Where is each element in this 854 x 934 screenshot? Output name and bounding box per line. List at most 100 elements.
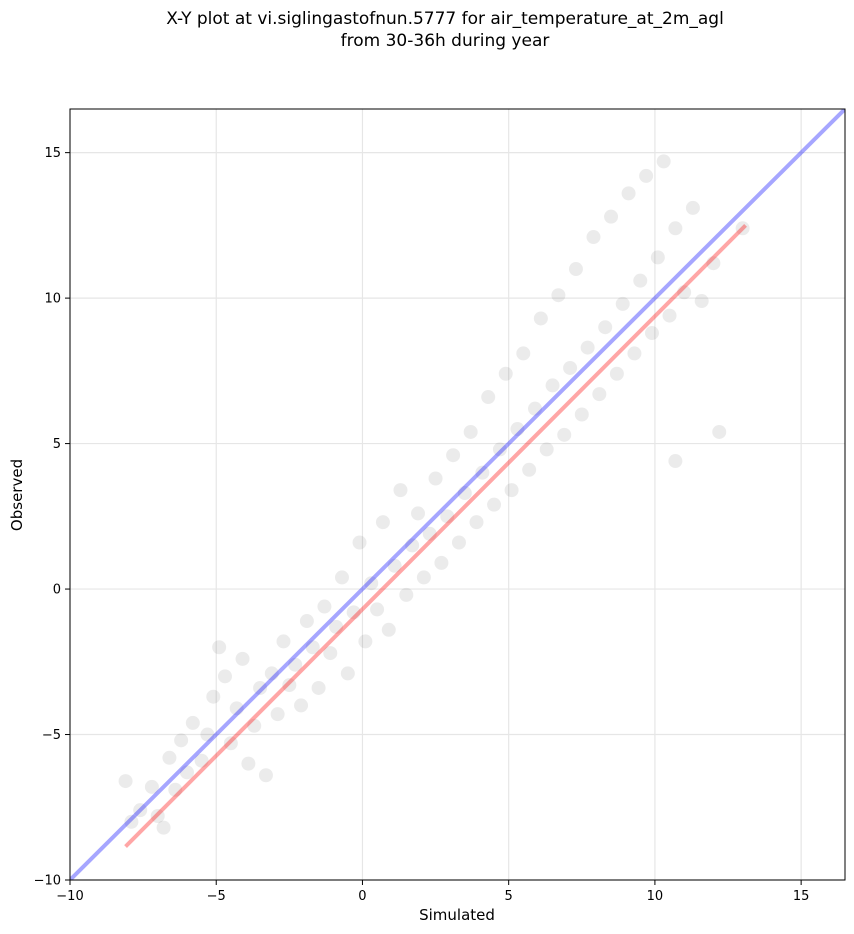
data-point xyxy=(329,619,344,634)
data-point xyxy=(706,256,721,271)
data-point xyxy=(364,576,379,591)
data-point xyxy=(323,646,338,661)
y-tick-label: 5 xyxy=(53,437,61,452)
data-point xyxy=(223,736,238,751)
data-point xyxy=(627,346,642,361)
y-tick-label: 10 xyxy=(44,292,61,307)
data-point xyxy=(668,221,683,236)
chart-title-block: X-Y plot at vi.siglingastofnun.5777 for … xyxy=(0,8,854,52)
data-point xyxy=(118,774,133,789)
data-point xyxy=(604,209,619,224)
data-point xyxy=(533,311,548,326)
data-point xyxy=(229,701,244,716)
data-point xyxy=(393,483,408,498)
data-point xyxy=(144,779,159,794)
data-point xyxy=(498,366,513,381)
data-points xyxy=(118,154,750,835)
data-point xyxy=(592,387,607,402)
chart-subtitle: from 30-36h during year xyxy=(340,31,550,51)
data-point xyxy=(609,366,624,381)
data-point xyxy=(598,320,613,335)
data-point xyxy=(405,538,420,553)
data-point xyxy=(253,680,268,695)
data-point xyxy=(656,154,671,169)
data-point xyxy=(168,782,183,797)
x-tick-label: 15 xyxy=(793,889,810,904)
data-point xyxy=(276,634,291,649)
data-point xyxy=(174,733,189,748)
data-point xyxy=(446,448,461,463)
data-point xyxy=(557,427,572,442)
data-point xyxy=(334,570,349,585)
data-point xyxy=(282,678,297,693)
data-point xyxy=(469,515,484,530)
data-point xyxy=(317,599,332,614)
data-point xyxy=(492,442,507,457)
data-point xyxy=(381,622,396,637)
data-point xyxy=(650,250,665,265)
data-point xyxy=(200,727,215,742)
data-point xyxy=(358,634,373,649)
data-point xyxy=(305,640,320,655)
chart-title: X-Y plot at vi.siglingastofnun.5777 for … xyxy=(166,9,724,29)
data-point xyxy=(586,230,601,245)
data-point xyxy=(475,465,490,480)
data-point xyxy=(522,462,537,477)
data-point xyxy=(457,486,472,501)
x-axis-label: Simulated xyxy=(419,906,495,924)
data-point xyxy=(539,442,554,457)
data-point xyxy=(481,390,496,405)
data-point xyxy=(574,407,589,422)
data-point xyxy=(434,555,449,570)
data-point xyxy=(644,326,659,341)
data-point xyxy=(399,587,414,602)
data-point xyxy=(516,346,531,361)
data-point xyxy=(440,509,455,524)
data-point xyxy=(346,605,361,620)
data-point xyxy=(179,765,194,780)
x-tick-label: 5 xyxy=(505,889,513,904)
plot-frame xyxy=(69,108,846,881)
data-point xyxy=(212,640,227,655)
data-point xyxy=(264,666,279,681)
data-point xyxy=(241,756,256,771)
data-point xyxy=(270,707,285,722)
x-tick-label: 0 xyxy=(358,889,366,904)
data-point xyxy=(568,262,583,277)
data-point xyxy=(685,200,700,215)
data-point xyxy=(712,424,727,439)
y-tick-label: −10 xyxy=(34,874,61,889)
data-point xyxy=(662,308,677,323)
y-tick-label: 15 xyxy=(44,146,61,161)
data-point xyxy=(258,768,273,783)
data-point xyxy=(375,515,390,530)
fit-line xyxy=(124,223,747,848)
y-tick-label: 0 xyxy=(53,583,61,598)
data-point xyxy=(206,689,221,704)
data-point xyxy=(694,294,709,309)
data-point xyxy=(294,698,309,713)
data-point xyxy=(451,535,466,550)
axes: −10−10 −5 −5 0 0 5 5 10 10 15 15 xyxy=(34,146,810,904)
data-point xyxy=(124,814,139,829)
data-point xyxy=(551,288,566,303)
data-point xyxy=(156,820,171,835)
reference-lines xyxy=(70,109,845,880)
data-point xyxy=(735,221,750,236)
data-point xyxy=(288,657,303,672)
y-tick-label: −5 xyxy=(42,728,61,743)
data-point xyxy=(639,168,654,183)
data-point xyxy=(668,454,683,469)
data-point xyxy=(428,471,443,486)
x-tick-label: −5 xyxy=(207,889,226,904)
data-point xyxy=(194,753,209,768)
data-point xyxy=(247,718,262,733)
data-point xyxy=(528,401,542,416)
data-point xyxy=(677,285,692,300)
data-point xyxy=(504,483,519,498)
data-point xyxy=(633,273,648,288)
data-point xyxy=(416,570,431,585)
data-point xyxy=(235,651,250,666)
data-point xyxy=(299,614,314,629)
data-point xyxy=(580,340,595,355)
